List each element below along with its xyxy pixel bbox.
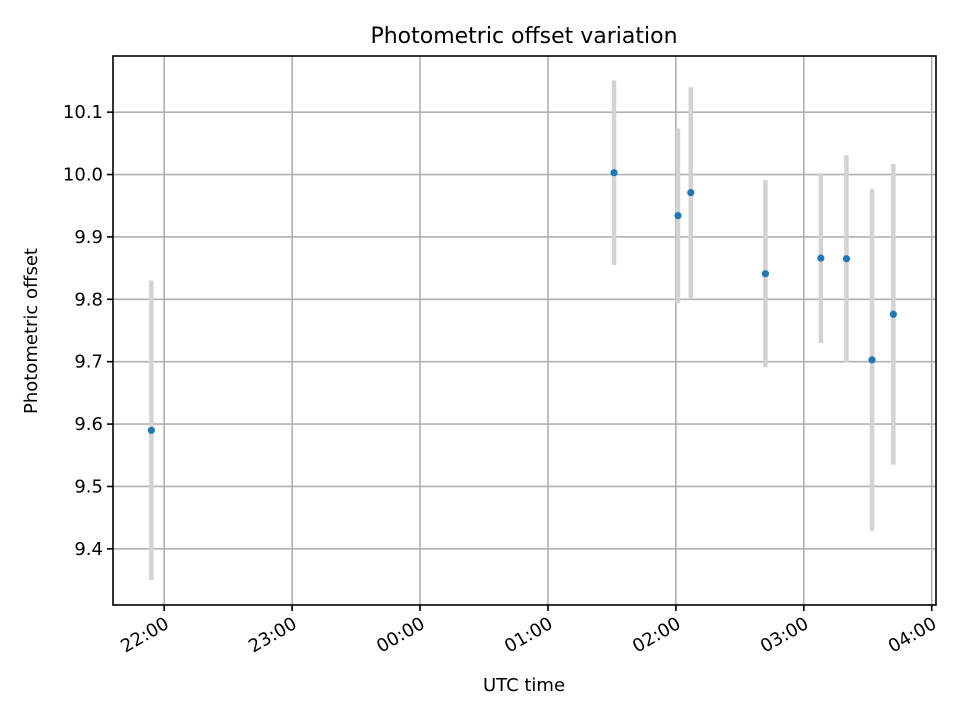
y-tick-label: 9.5 (74, 476, 103, 497)
y-tick-label: 9.7 (74, 352, 103, 373)
data-point (674, 212, 682, 220)
data-point (610, 169, 618, 177)
x-tick-label: 03:00 (757, 613, 812, 657)
data-point (147, 426, 155, 434)
x-tick-label: 00:00 (373, 613, 428, 657)
x-tick-label: 22:00 (117, 613, 172, 657)
grid (113, 56, 936, 605)
x-tick-label: 23:00 (245, 613, 300, 657)
plot-frame (112, 55, 937, 606)
x-axis-ticks: 22:00 23:00 00:00 01:00 02:00 03:00 04:00 (117, 605, 940, 657)
y-tick-label: 10.1 (63, 102, 103, 123)
y-tick-label: 9.4 (74, 539, 103, 560)
y-tick-label: 9.6 (74, 414, 103, 435)
error-bars (149, 80, 896, 581)
data-points (147, 169, 897, 434)
data-point (687, 189, 695, 197)
x-axis-label: UTC time (483, 675, 565, 696)
x-tick-label: 04:00 (885, 613, 940, 657)
x-tick-label: 02:00 (629, 613, 684, 657)
data-point (842, 255, 851, 263)
y-axis-label: Photometric offset (21, 248, 42, 414)
y-tick-label: 9.8 (74, 289, 103, 310)
data-point (868, 356, 876, 364)
data-point (817, 254, 825, 262)
chart-title: Photometric offset variation (370, 24, 677, 49)
x-tick-label: 01:00 (501, 613, 556, 657)
y-tick-label: 9.9 (74, 227, 103, 248)
y-tick-label: 10.0 (63, 165, 103, 186)
data-point (889, 310, 897, 318)
data-point (761, 270, 770, 278)
y-axis-ticks: 9.4 9.5 9.6 9.7 9.8 9.9 10.0 10.1 (63, 102, 113, 560)
